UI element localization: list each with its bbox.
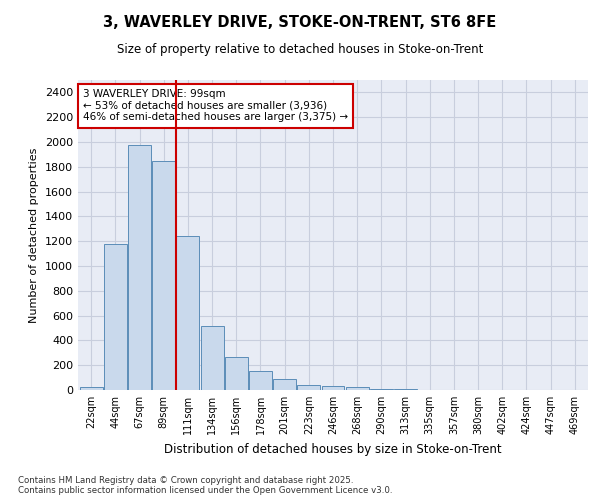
Bar [322,386,344,390]
Bar [128,145,151,390]
X-axis label: Distribution of detached houses by size in Stoke-on-Trent: Distribution of detached houses by size … [164,442,502,456]
Text: 3 WAVERLEY DRIVE: 99sqm
← 53% of detached houses are smaller (3,936)
46% of semi: 3 WAVERLEY DRIVE: 99sqm ← 53% of detache… [83,90,348,122]
Bar [346,387,368,390]
Bar [176,236,199,390]
Bar [80,387,103,390]
Bar [249,371,272,390]
Bar [225,356,248,390]
Bar [298,385,320,390]
Bar [273,380,296,390]
Text: Contains HM Land Registry data © Crown copyright and database right 2025.
Contai: Contains HM Land Registry data © Crown c… [18,476,392,495]
Bar [104,244,127,390]
Bar [152,160,175,390]
Text: Size of property relative to detached houses in Stoke-on-Trent: Size of property relative to detached ho… [117,42,483,56]
Bar [200,326,224,390]
Text: 3, WAVERLEY DRIVE, STOKE-ON-TRENT, ST6 8FE: 3, WAVERLEY DRIVE, STOKE-ON-TRENT, ST6 8… [103,15,497,30]
Bar [370,389,393,390]
Y-axis label: Number of detached properties: Number of detached properties [29,148,40,322]
